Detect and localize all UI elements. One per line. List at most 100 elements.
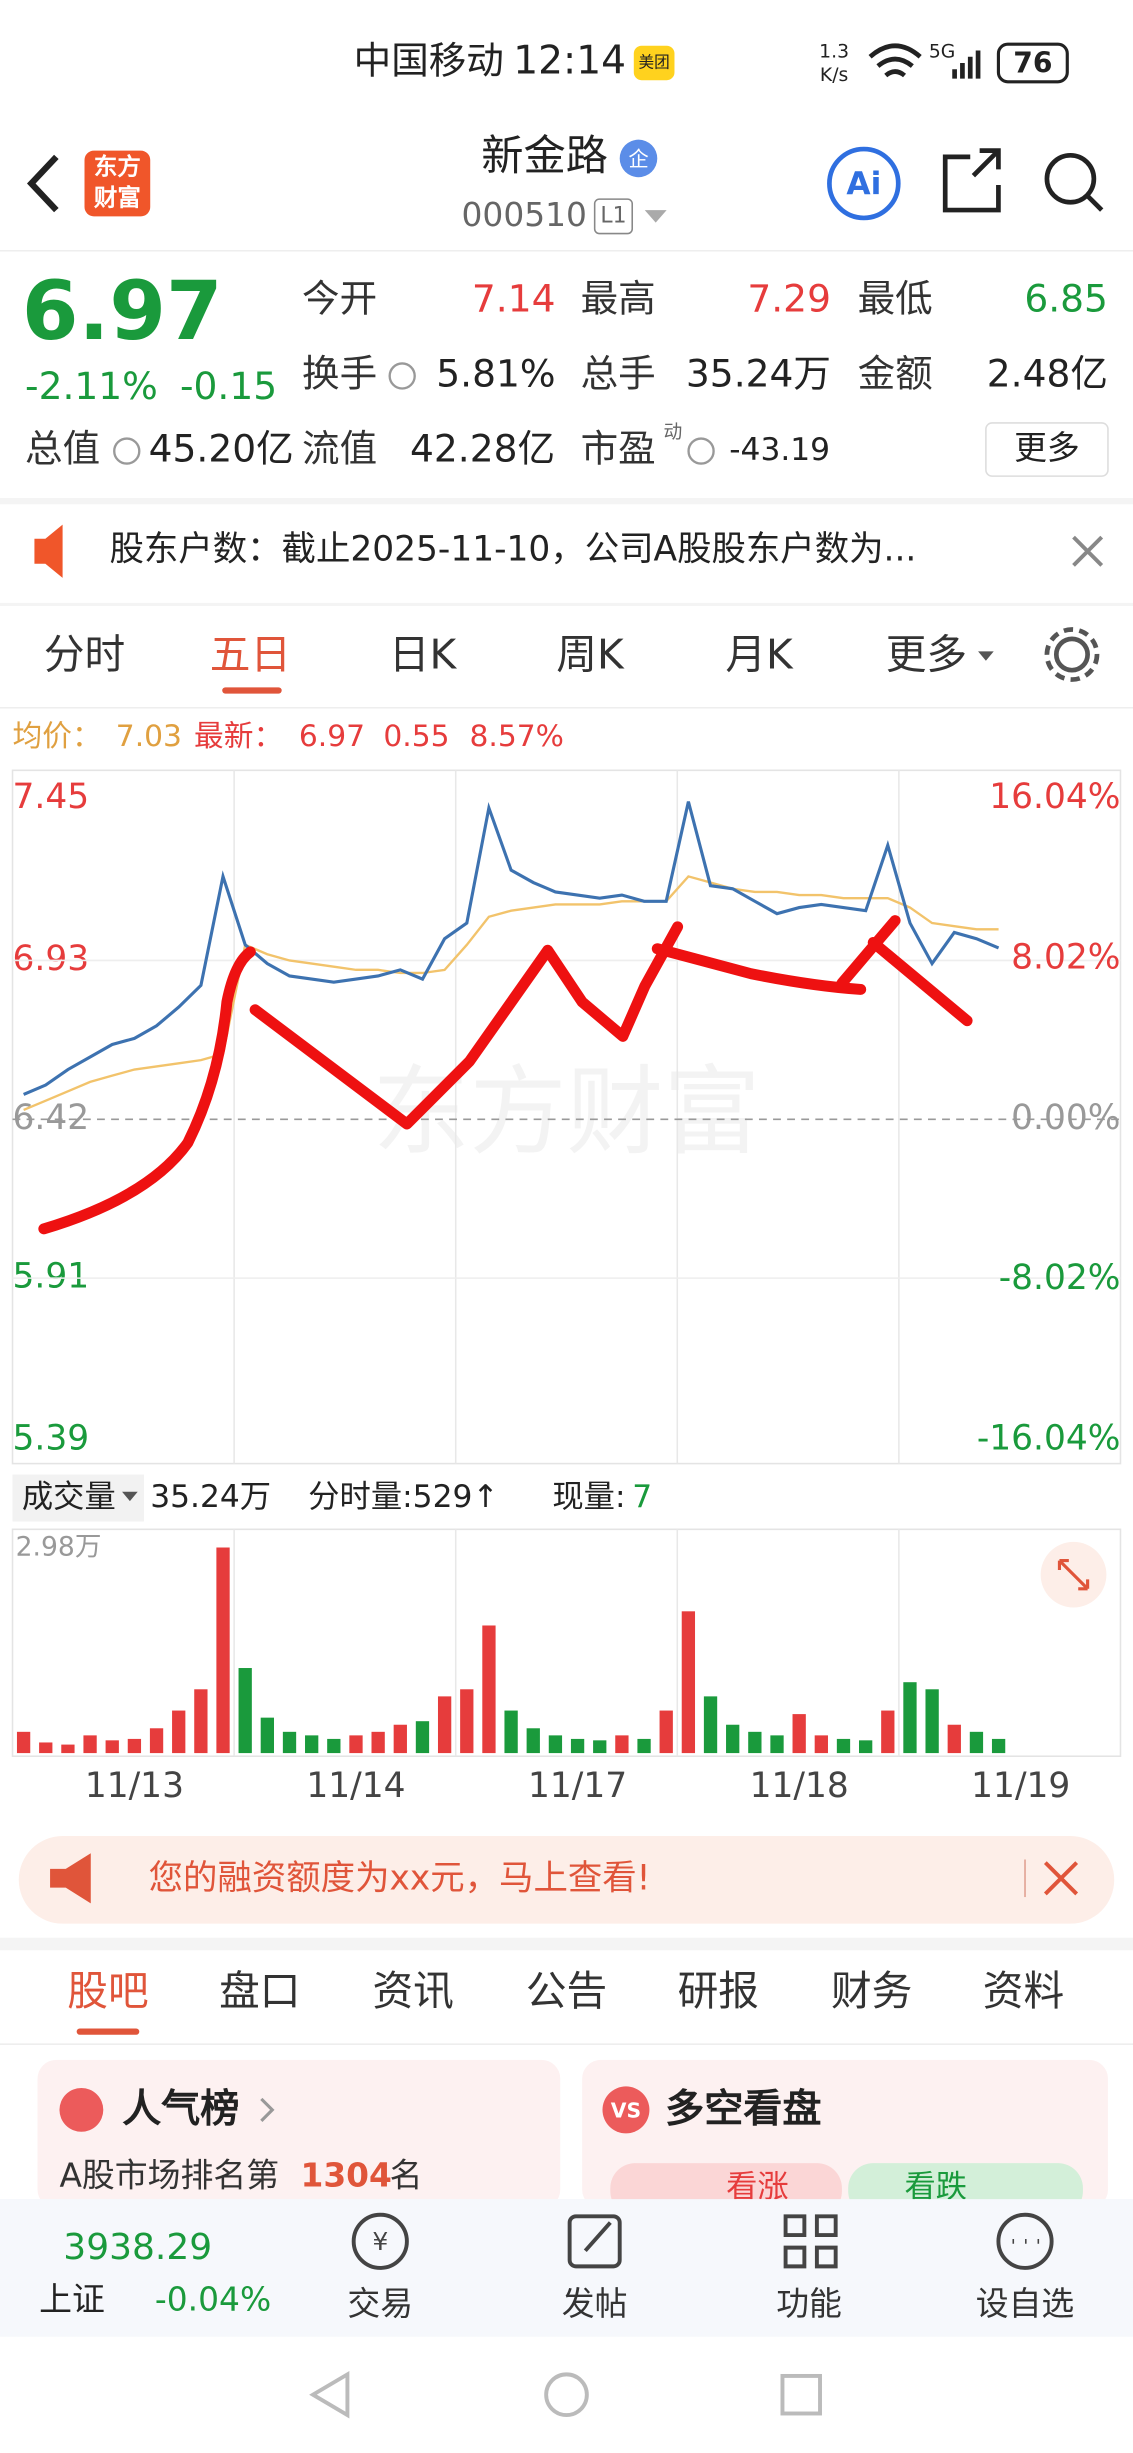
volume-bar <box>526 1728 540 1754</box>
tab[interactable]: 日K <box>389 631 458 679</box>
share-button[interactable] <box>942 148 1001 213</box>
func-icon <box>783 2214 838 2269</box>
field-value: 45.20亿 <box>149 427 294 471</box>
volume-bar <box>548 1735 563 1754</box>
volume-bar <box>305 1735 319 1754</box>
more-button[interactable] <box>985 422 1109 477</box>
x-tick-label: 11/18 <box>750 1766 849 1806</box>
field-value: 42.28亿 <box>410 427 555 471</box>
field-value: 7.29 <box>747 276 831 320</box>
nav-home[interactable] <box>544 2372 589 2418</box>
volume-bar <box>859 1740 873 1754</box>
section-tab[interactable]: 研报 <box>678 1967 759 2015</box>
hand-annotation <box>38 915 973 1235</box>
gap <box>0 602 1133 607</box>
tab[interactable]: 周K <box>556 631 625 679</box>
time: 12:14 <box>513 38 626 83</box>
volume-bar <box>792 1714 806 1754</box>
speaker-icon <box>34 524 63 578</box>
wifi-icon <box>868 43 922 78</box>
section-tab[interactable]: 公告 <box>526 1967 607 2015</box>
vs-icon <box>602 2086 650 2134</box>
net: 5G <box>929 42 955 63</box>
tab[interactable]: 月K <box>725 631 794 679</box>
level-arrow[interactable] <box>644 210 667 223</box>
avg-line <box>23 875 999 1111</box>
section-tab[interactable]: 盘口 <box>219 1967 300 2015</box>
info-icon <box>113 437 141 465</box>
current: 7 <box>632 1479 652 1515</box>
volume-bar <box>172 1710 186 1754</box>
index-value[interactable]: 3938.29 <box>63 2227 212 2268</box>
volume-bar <box>570 1738 585 1754</box>
y-tick-label: 5.91 <box>13 1257 90 1297</box>
volume-select[interactable] <box>12 1474 144 1522</box>
section-tab[interactable]: 资讯 <box>372 1967 453 2015</box>
tag: 企 <box>628 147 648 171</box>
badge-bg <box>633 45 675 81</box>
nav-item[interactable]: 功能 <box>776 2284 842 2323</box>
volume-bar <box>371 1731 385 1754</box>
y-tick-label: 5.39 <box>13 1419 90 1459</box>
tag-bg <box>619 139 658 178</box>
volume-bar <box>216 1547 230 1754</box>
volume-bar <box>16 1731 31 1754</box>
section-tab[interactable]: 财务 <box>831 1967 912 2015</box>
badge: 美团 <box>639 52 670 71</box>
volume-bar <box>659 1710 673 1754</box>
tab[interactable]: 更多 <box>886 631 967 679</box>
info-icon <box>388 362 416 390</box>
rank-card[interactable] <box>37 2059 561 2209</box>
x-tick-label: 11/13 <box>85 1766 184 1806</box>
pe-sup: 动 <box>664 421 683 443</box>
change-pct: -2.11% <box>25 364 158 408</box>
field-label: 金额 <box>858 351 933 395</box>
index-name: 上证 <box>39 2279 105 2318</box>
notice[interactable]: 股东户数：截止2025-11-10，公司A股股东户数为... <box>110 530 917 570</box>
avg: 7.03 <box>116 719 182 754</box>
y2-tick-label: -16.04% <box>977 1419 1121 1459</box>
field-label: 今开 <box>302 276 377 320</box>
y2-tick-label: 16.04% <box>989 777 1120 817</box>
latest-change-pct: 8.57% <box>469 719 563 754</box>
volume-bar <box>703 1696 718 1754</box>
signal-icon <box>952 50 981 79</box>
level-box <box>593 198 634 235</box>
rank-icon <box>59 2087 104 2132</box>
search-button[interactable] <box>1044 152 1097 205</box>
nav-recent[interactable] <box>780 2373 822 2416</box>
tab[interactable]: 五日 <box>210 631 291 679</box>
back-button[interactable] <box>27 154 59 213</box>
current-label: 现量: <box>552 1479 625 1515</box>
latest-change: 0.55 <box>383 719 449 754</box>
settings-icon[interactable] <box>1053 636 1090 673</box>
gap <box>0 498 1133 505</box>
nav-item[interactable]: 设自选 <box>976 2284 1075 2323</box>
y-tick-label: 6.42 <box>13 1098 90 1138</box>
x-tick-label: 11/17 <box>528 1766 627 1806</box>
y-tick-label: 6.93 <box>13 939 90 979</box>
logo-text: 财富 <box>94 184 141 212</box>
nav-back[interactable] <box>309 2370 350 2419</box>
volume-bar <box>149 1728 164 1754</box>
volume-bar <box>881 1710 895 1754</box>
volume-arrow <box>122 1491 138 1502</box>
notice-close[interactable] <box>1072 535 1104 567</box>
rank-post: 名 <box>390 2156 423 2195</box>
ad-bar[interactable] <box>18 1836 1115 1924</box>
latest-label: 最新： <box>194 719 283 754</box>
chart-frame <box>11 769 1122 1465</box>
ad-close[interactable] <box>1043 1861 1079 1896</box>
nav-item[interactable]: 发帖 <box>562 2284 628 2323</box>
field-value: 6.85 <box>1024 276 1108 320</box>
ai-button[interactable] <box>827 146 901 221</box>
section-tab[interactable]: 资料 <box>983 1967 1064 2015</box>
x-tick-label: 11/14 <box>306 1766 405 1806</box>
stock-code: 000510 <box>462 195 587 234</box>
y-tick-label: 7.45 <box>13 777 90 817</box>
nav-item[interactable]: 交易 <box>347 2284 413 2323</box>
section-tab[interactable]: 股吧 <box>67 1967 148 2015</box>
tab[interactable]: 分时 <box>44 631 125 679</box>
volume-bar <box>482 1625 496 1754</box>
